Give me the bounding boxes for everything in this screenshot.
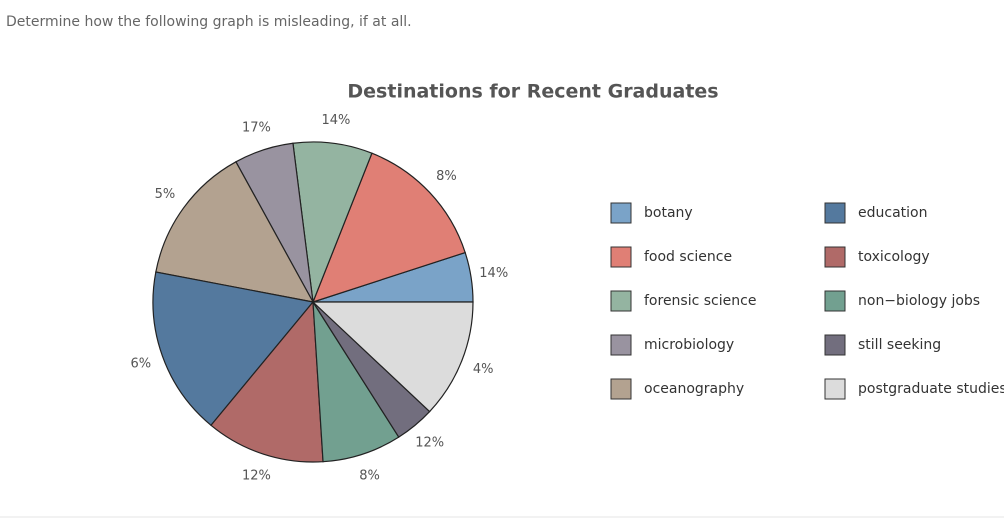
slice-label: 8% (436, 169, 457, 184)
slice-label: 17% (242, 120, 271, 135)
legend-swatch (610, 378, 632, 400)
legend-swatch (824, 246, 846, 268)
legend-label: food science (644, 249, 732, 265)
question: Determine how the following graph is mis… (6, 14, 412, 30)
slice-label: 6% (131, 356, 152, 371)
legend-swatch (610, 290, 632, 312)
legend-label: botany (644, 205, 693, 221)
legend-swatch (610, 202, 632, 224)
legend-swatch (824, 334, 846, 356)
slice-label: 5% (155, 187, 176, 202)
pie-slice (152, 271, 315, 427)
legend-swatch (610, 246, 632, 268)
legend-label: still seeking (858, 337, 941, 353)
pie-slice (311, 301, 474, 413)
pie-slice (155, 160, 315, 303)
legend-label: education (858, 205, 927, 221)
legend-label: toxicology (858, 249, 930, 265)
legend-swatch (824, 290, 846, 312)
legend-label: forensic science (644, 293, 756, 309)
slice-label: 14% (321, 113, 350, 128)
legend-label: oceanography (644, 381, 744, 397)
slice-label: 12% (242, 469, 271, 484)
pie-slice (311, 152, 466, 303)
legend-label: postgraduate studies (858, 381, 1004, 397)
legend-swatch (824, 202, 846, 224)
legend-label: non−biology jobs (858, 293, 980, 309)
chart-title: Destinations for Recent Graduates (347, 81, 718, 103)
pie-slice (210, 300, 324, 463)
slice-label: 4% (473, 362, 494, 377)
slice-label: 12% (415, 436, 444, 451)
legend-swatch (610, 334, 632, 356)
legend-label: microbiology (644, 337, 734, 353)
legend-swatch (824, 378, 846, 400)
slice-label: 14% (479, 266, 508, 281)
slice-label: 8% (359, 469, 380, 484)
